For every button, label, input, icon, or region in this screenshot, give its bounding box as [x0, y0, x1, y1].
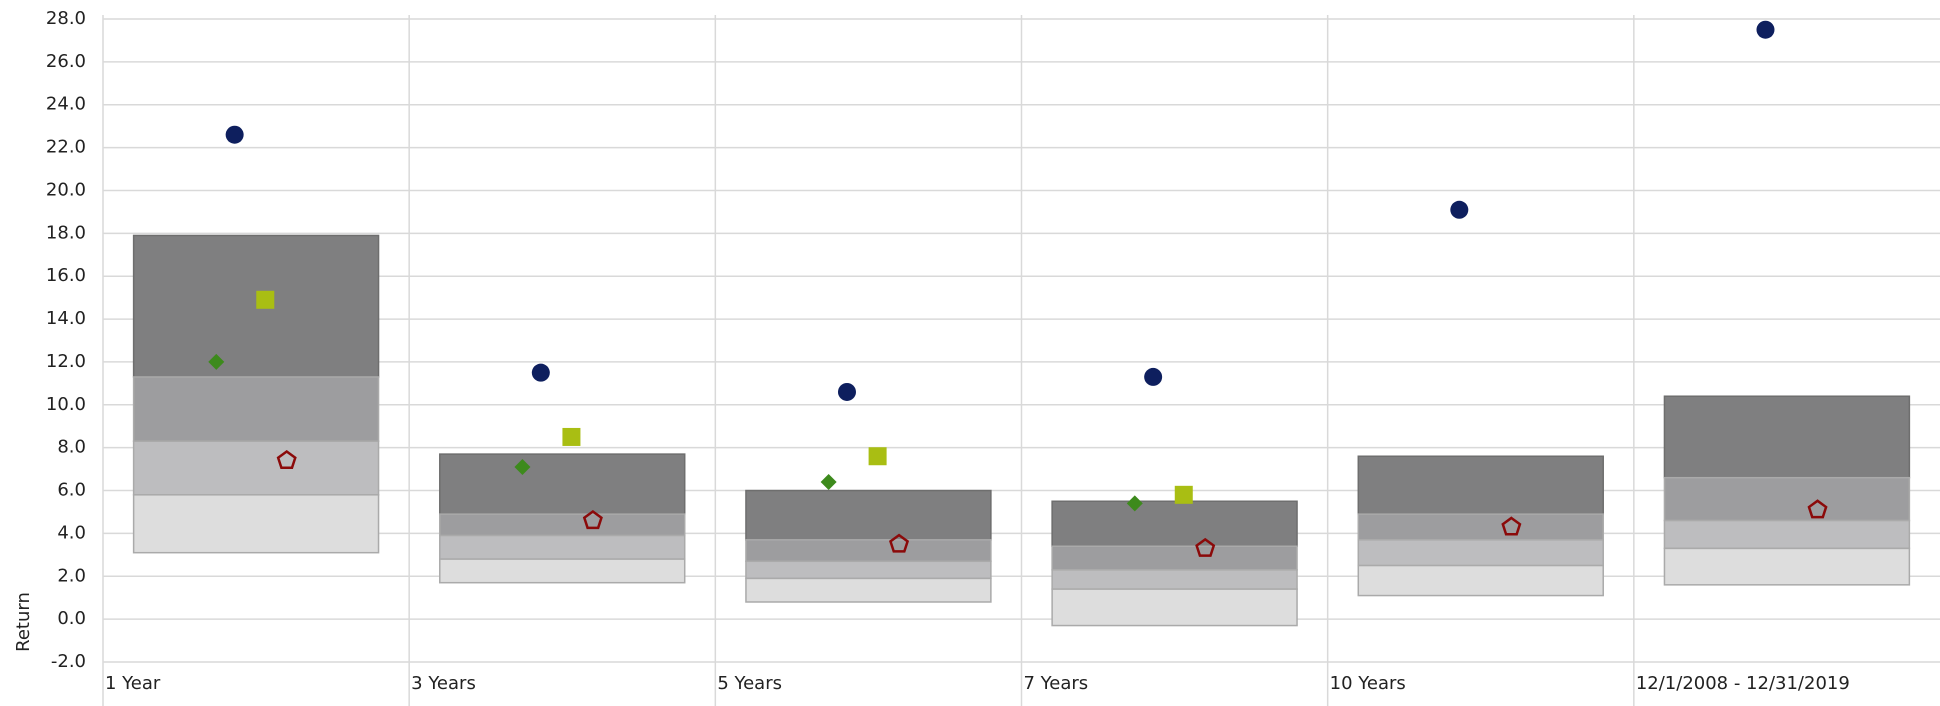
percentile-band: [439, 513, 686, 537]
x-tick-label: 10 Years: [1330, 673, 1406, 694]
y-tick-label: 20.0: [46, 179, 86, 200]
y-tick-label: 12.0: [46, 351, 86, 372]
diamond-marker: [208, 353, 225, 370]
y-tick-label: 10.0: [46, 394, 86, 415]
percentile-band: [745, 560, 992, 580]
y-tick-label: 28.0: [46, 8, 86, 29]
diamond-marker: [820, 473, 837, 490]
percentile-band: [745, 577, 992, 603]
circle-marker: [837, 382, 856, 401]
y-tick-label: 4.0: [57, 522, 86, 543]
pentagon-marker: [1501, 516, 1522, 536]
circle-marker: [1450, 200, 1469, 219]
diamond-marker: [1126, 495, 1143, 512]
percentile-band: [1051, 569, 1298, 590]
pentagon-marker: [1195, 537, 1216, 557]
pentagon-marker: [889, 533, 910, 553]
y-tick-label: 14.0: [46, 308, 86, 329]
percentile-band: [439, 534, 686, 560]
pentagon-marker: [276, 449, 297, 470]
percentile-band: [745, 539, 992, 563]
x-tick-label: 12/1/2008 - 12/31/2019: [1636, 673, 1850, 694]
percentile-band: [1663, 476, 1911, 522]
y-tick-label: 24.0: [46, 94, 86, 115]
x-tick-label: 5 Years: [717, 673, 782, 694]
percentile-band: [1051, 545, 1298, 571]
pentagon-marker: [1807, 499, 1828, 519]
circle-marker: [531, 363, 550, 382]
percentile-band: [1357, 564, 1604, 597]
percentile-band: [1357, 513, 1604, 541]
y-tick-label: 26.0: [46, 51, 86, 72]
percentile-band: [1663, 395, 1911, 479]
square-marker: [256, 290, 275, 309]
y-axis-label: Return: [13, 592, 34, 652]
percentile-band: [132, 376, 380, 442]
y-tick-label: 22.0: [46, 137, 86, 158]
square-marker: [1174, 485, 1193, 504]
percentile-band: [132, 234, 380, 378]
y-tick-label: 2.0: [57, 565, 86, 586]
percentile-band: [1357, 455, 1604, 515]
pentagon-marker: [582, 509, 603, 530]
circle-marker: [1144, 367, 1163, 386]
x-tick-label: 7 Years: [1024, 673, 1089, 694]
percentile-band: [1663, 547, 1911, 586]
percentile-band: [745, 489, 992, 541]
y-tick-label: 0.0: [57, 608, 86, 629]
percentile-band: [132, 440, 380, 496]
y-tick-label: 6.0: [57, 480, 86, 501]
percentile-band: [439, 453, 686, 515]
y-tick-label: 18.0: [46, 222, 86, 243]
square-marker: [562, 427, 581, 446]
percentile-band: [1051, 500, 1298, 548]
circle-marker: [225, 125, 244, 144]
circle-marker: [1756, 20, 1775, 39]
y-tick-label: 16.0: [46, 265, 86, 286]
square-marker: [868, 447, 887, 466]
percentile-band: [439, 558, 686, 584]
percentile-band: [1051, 588, 1298, 627]
percentile-band: [1357, 539, 1604, 567]
percentile-band: [132, 494, 380, 554]
y-tick-label: 8.0: [57, 437, 86, 458]
x-tick-label: 1 Year: [105, 673, 161, 694]
x-tick-label: 3 Years: [411, 673, 476, 694]
percentile-band: [1663, 519, 1911, 550]
diamond-marker: [514, 458, 531, 475]
y-tick-label: -2.0: [51, 651, 86, 672]
